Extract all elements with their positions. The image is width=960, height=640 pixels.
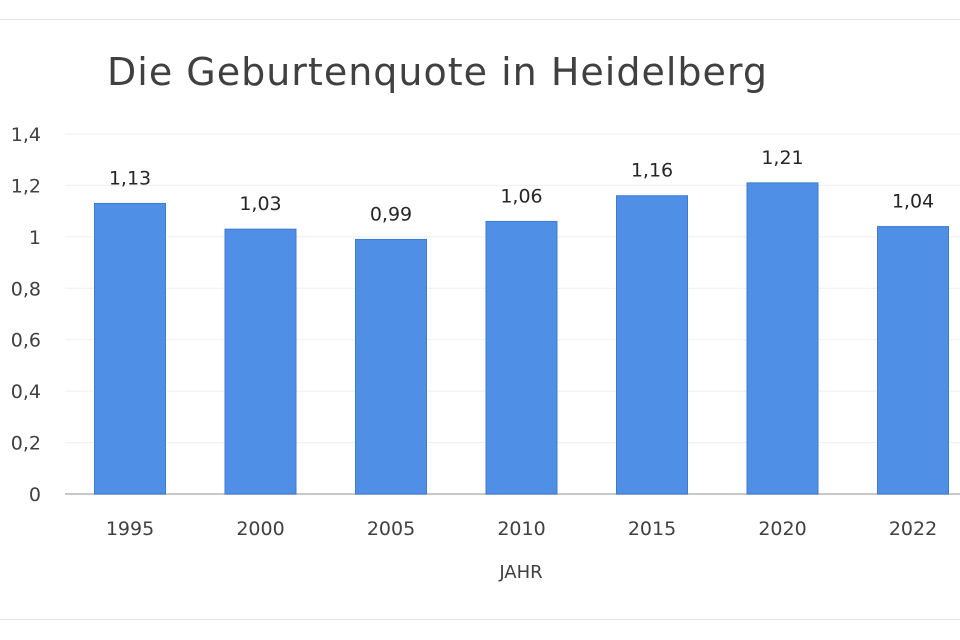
bar-2000 (224, 228, 297, 495)
x-tick-label: 2020 (758, 518, 806, 540)
data-label: 1,06 (500, 185, 542, 207)
x-tick-label: 2015 (628, 518, 676, 540)
data-label: 0,99 (370, 203, 412, 225)
y-tick-label: 0,8 (11, 278, 41, 300)
x-axis-ticks: 1995 2000 2005 2010 2015 2020 2022 (106, 518, 937, 540)
data-label: 1,21 (761, 147, 803, 169)
data-label: 1,03 (239, 193, 281, 215)
y-tick-label: 0,6 (11, 330, 41, 352)
data-labels: 1,13 1,03 0,99 1,06 1,16 1,21 1,04 (109, 147, 934, 226)
x-tick-label: 2000 (236, 518, 284, 540)
bar-2020 (746, 182, 819, 495)
bar-1995 (94, 202, 166, 495)
y-tick-label: 1,4 (11, 124, 41, 146)
x-tick-label: 2010 (497, 518, 545, 540)
y-tick-label: 1,2 (11, 175, 41, 197)
x-tick-label: 2005 (367, 518, 415, 540)
top-divider (0, 19, 960, 20)
y-tick-label: 1 (29, 227, 41, 249)
y-tick-label: 0 (29, 484, 41, 506)
x-axis-label: JAHR (498, 562, 542, 583)
y-tick-label: 0,4 (11, 381, 41, 403)
bars (94, 182, 949, 495)
bar-2015 (616, 195, 688, 495)
data-label: 1,16 (631, 160, 673, 182)
data-label: 1,13 (109, 167, 151, 189)
x-tick-label: 2022 (889, 518, 937, 540)
y-tick-label: 0,2 (11, 433, 41, 455)
bar-2010 (485, 220, 558, 495)
x-tick-label: 1995 (106, 518, 154, 540)
bar-2022 (877, 226, 949, 495)
chart-title: Die Geburtenquote in Heidelberg (107, 50, 768, 94)
data-label: 1,04 (892, 191, 934, 213)
bottom-divider (0, 619, 960, 620)
y-axis-ticks: 0 0,2 0,4 0,6 0,8 1 1,2 1,4 (11, 124, 41, 506)
bar-2005 (355, 238, 427, 495)
